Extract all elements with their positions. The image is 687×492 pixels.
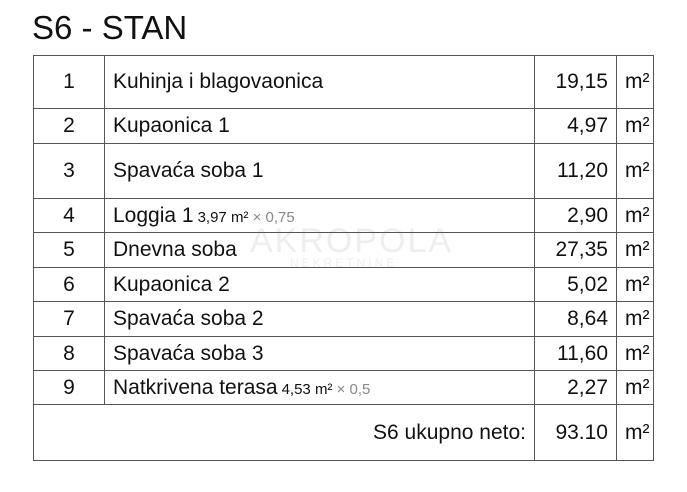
row-number: 2 [33,108,105,144]
table-row: 4 Loggia 1 3,97 m² × 0,75 2,90 m² [33,198,654,233]
room-area: 11,60 [534,336,617,371]
table-row: 2 Kupaonica 1 4,97 m² [33,108,654,144]
room-cell: Spavaća soba 3 [104,336,535,371]
row-number: 9 [33,370,105,405]
room-cell: Kupaonica 2 [104,267,535,302]
room-area: 4,97 [534,108,617,144]
room-area: 8,64 [534,301,617,337]
room-area: 19,15 [534,55,617,109]
row-number: 8 [33,336,105,371]
area-factor: × 0,75 [252,208,295,226]
area-unit: m² [616,301,654,337]
area-unit: m² [616,108,654,144]
room-cell: Dnevna soba [104,232,535,268]
room-cell: Spavaća soba 2 [104,301,535,337]
room-name: Dnevna soba [113,238,237,261]
row-number: 4 [33,198,105,233]
row-number: 5 [33,232,105,268]
room-name: Spavaća soba 2 [113,307,264,330]
row-number: 6 [33,267,105,302]
total-row: S6 ukupno neto: 93.10 m² [33,404,654,461]
area-unit: m² [616,336,654,371]
row-number: 3 [33,143,105,199]
room-area: 2,27 [534,370,617,405]
table-row: 9 Natkrivena terasa 4,53 m² × 0,5 2,27 m² [33,370,654,405]
room-name: Spavaća soba 1 [113,159,264,182]
room-area: 5,02 [534,267,617,302]
area-unit: m² [616,232,654,268]
table-row: 6 Kupaonica 2 5,02 m² [33,267,654,302]
room-area: 11,20 [534,143,617,199]
area-unit: m² [616,198,654,233]
room-cell: Kuhinja i blagovaonica [104,55,535,109]
total-area: 93.10 [534,404,617,461]
page-title: S6 - STAN [32,9,188,46]
table-row: 8 Spavaća soba 3 11,60 m² [33,336,654,371]
area-factor: × 0,5 [336,380,371,398]
room-area: 27,35 [534,232,617,268]
row-number: 7 [33,301,105,337]
table-row: 7 Spavaća soba 2 8,64 m² [33,301,654,337]
room-cell: Natkrivena terasa 4,53 m² × 0,5 [104,370,535,405]
gross-area: 3,97 m² [197,208,249,226]
room-area-table: 1 Kuhinja i blagovaonica 19,15 m² 2 Kupao… [33,55,654,461]
area-unit: m² [616,143,654,199]
area-unit: m² [616,267,654,302]
room-name: Natkrivena terasa [113,375,278,399]
table-row: 1 Kuhinja i blagovaonica 19,15 m² [33,55,654,109]
table-row: 3 Spavaća soba 1 11,20 m² [33,143,654,199]
room-cell: Spavaća soba 1 [104,143,535,199]
room-area: 2,90 [534,198,617,233]
area-unit: m² [616,370,654,405]
area-unit: m² [616,55,654,109]
gross-area: 4,53 m² [281,380,333,398]
room-cell: Kupaonica 1 [104,108,535,144]
room-name: Spavaća soba 3 [113,341,264,365]
room-name: Loggia 1 [113,203,194,227]
room-name: Kuhinja i blagovaonica [113,70,324,93]
table-row: 5 Dnevna soba 27,35 m² [33,232,654,268]
row-number: 1 [33,55,105,109]
room-cell: Loggia 1 3,97 m² × 0,75 [104,198,535,233]
room-name: Kupaonica 2 [113,272,230,296]
total-unit: m² [616,404,654,461]
room-name: Kupaonica 1 [113,114,230,137]
total-label: S6 ukupno neto: [33,404,535,461]
